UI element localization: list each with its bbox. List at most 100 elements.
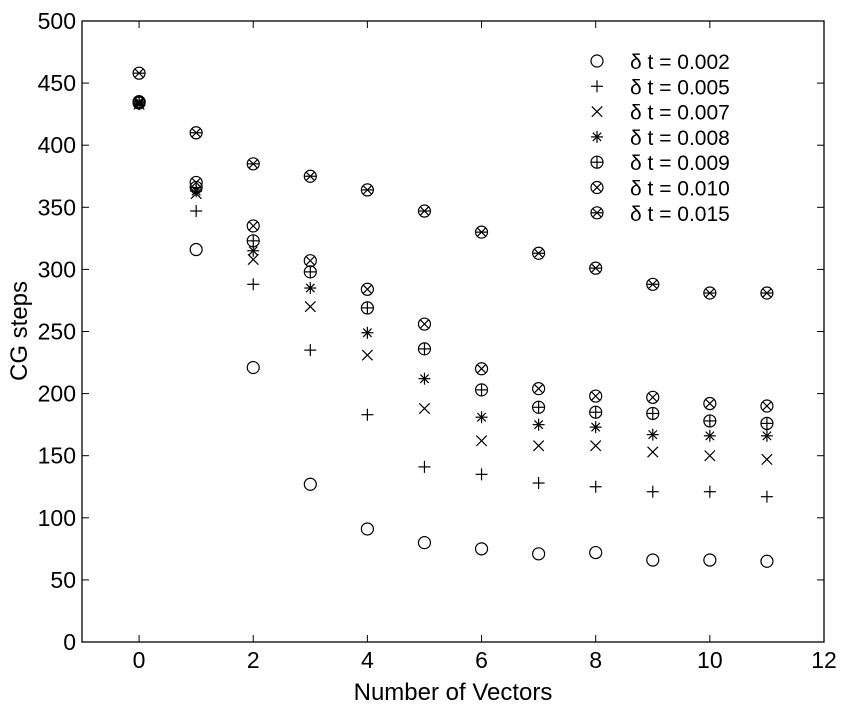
legend-item: δ t = 0.007	[591, 102, 730, 125]
y-tick-label: 150	[38, 443, 76, 469]
data-point	[589, 261, 603, 275]
data-point	[132, 66, 146, 80]
data-point	[532, 440, 545, 452]
legend-marker	[590, 180, 604, 195]
plot-area	[81, 20, 825, 643]
data-point	[304, 301, 316, 313]
data-point	[589, 545, 603, 560]
data-point	[190, 205, 203, 218]
series-4	[132, 95, 774, 431]
data-point	[703, 396, 717, 411]
data-point	[417, 342, 432, 356]
legend-label: δ t = 0.002	[630, 51, 730, 74]
series-3	[133, 96, 773, 442]
data-point	[475, 411, 488, 424]
x-axis-label: Number of Vectors	[354, 679, 553, 706]
data-point	[360, 183, 374, 197]
data-point	[303, 169, 317, 183]
data-point	[646, 277, 660, 291]
data-point	[703, 414, 717, 428]
data-point	[303, 254, 317, 268]
data-point	[532, 418, 545, 431]
y-tick-label: 350	[38, 194, 76, 220]
y-tick-label: 400	[38, 132, 76, 158]
data-point	[532, 400, 546, 414]
legend-marker	[591, 105, 603, 118]
data-point	[760, 399, 774, 413]
data-point	[760, 286, 774, 300]
data-point	[760, 490, 773, 503]
y-axis-label: CG steps	[6, 281, 33, 381]
data-point	[532, 547, 546, 561]
data-point	[189, 175, 203, 190]
data-point	[247, 278, 260, 291]
data-point	[646, 485, 659, 498]
legend-marker	[590, 206, 604, 220]
data-point	[703, 553, 717, 567]
data-point	[589, 421, 602, 434]
series-6	[132, 66, 774, 300]
data-point	[589, 480, 602, 493]
data-point	[247, 253, 259, 266]
legend-item: δ t = 0.015	[590, 203, 730, 226]
data-point	[532, 382, 546, 396]
data-point	[760, 416, 774, 431]
legend-marker	[591, 80, 603, 93]
data-point	[360, 301, 374, 315]
x-tick-label: 0	[133, 647, 146, 673]
data-point	[304, 344, 317, 357]
data-point	[246, 360, 260, 375]
y-tick-label: 50	[50, 567, 76, 593]
data-point	[760, 554, 774, 568]
data-point	[189, 126, 203, 140]
y-tick-label: 250	[38, 319, 76, 345]
data-point	[647, 446, 659, 458]
data-point	[418, 372, 431, 385]
legend-item: δ t = 0.009	[590, 152, 730, 175]
y-tick-label: 500	[38, 8, 76, 34]
data-point	[246, 234, 260, 248]
data-point	[303, 265, 317, 279]
data-point	[474, 225, 489, 239]
data-point	[590, 440, 602, 452]
x-tick-label: 6	[475, 647, 488, 673]
data-point	[417, 536, 432, 550]
legend-marker	[590, 155, 604, 169]
x-tick-label: 12	[811, 647, 837, 673]
data-point	[760, 429, 773, 442]
data-point	[646, 406, 660, 421]
data-point	[361, 326, 374, 339]
data-point	[646, 553, 660, 567]
data-point	[417, 204, 432, 218]
data-point	[703, 429, 716, 442]
data-point	[646, 390, 660, 404]
legend-item: δ t = 0.010	[590, 178, 730, 201]
data-points	[132, 66, 774, 568]
legend-label: δ t = 0.007	[630, 102, 730, 125]
x-tick-label: 4	[361, 647, 374, 673]
y-tick-label: 100	[38, 505, 76, 531]
data-point	[532, 246, 546, 260]
y-tick-label: 200	[38, 381, 76, 407]
legend-label: δ t = 0.005	[630, 76, 730, 99]
data-point	[703, 286, 717, 300]
data-point	[474, 383, 489, 397]
x-tick-label: 2	[247, 647, 260, 673]
data-point	[132, 95, 146, 109]
legend-label: δ t = 0.009	[630, 152, 730, 175]
legend-label: δ t = 0.015	[630, 203, 730, 226]
data-point	[360, 282, 374, 296]
x-tick-label: 10	[697, 647, 723, 673]
data-point	[304, 282, 317, 295]
data-point	[474, 362, 489, 376]
legend-item: δ t = 0.008	[591, 127, 730, 150]
data-point	[704, 450, 716, 462]
x-tick-label: 8	[589, 647, 602, 673]
data-point	[361, 408, 374, 421]
data-point	[417, 317, 432, 331]
y-tick-label: 300	[38, 256, 76, 282]
axis-ticks: 0 2 4 6 8 10 12 0 50 100 150 200 250 300 350 400 450 500	[38, 8, 837, 673]
legend-label: δ t = 0.010	[630, 178, 730, 201]
